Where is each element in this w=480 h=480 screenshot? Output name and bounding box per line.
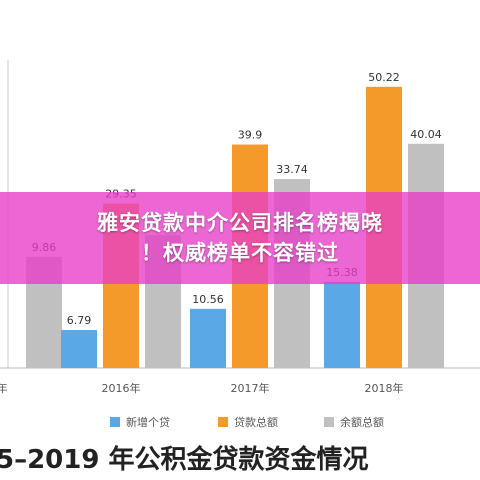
bar-0-2 (190, 308, 226, 368)
legend-label-2: 余额总额 (340, 415, 384, 429)
banner-title-line2: ！权威榜单不容错过 (141, 241, 339, 265)
bar-0-3 (324, 281, 360, 368)
value-label-1-2: 39.9 (238, 129, 263, 142)
bar-0-1 (61, 329, 97, 368)
value-label-2-3: 40.04 (410, 128, 442, 141)
legend-swatch-0 (110, 417, 120, 427)
x-tick-label-0: 年 (0, 381, 8, 395)
x-tick-label-3: 2018年 (365, 381, 404, 395)
value-label-0-1: 6.79 (67, 314, 92, 327)
legend-swatch-1 (218, 417, 228, 427)
value-label-1-3: 50.22 (368, 71, 400, 84)
x-tick-labels-group: 年 2016年 2017年 2018年 (0, 381, 404, 395)
legend-label-1: 贷款总额 (234, 415, 278, 429)
chart-caption: 5–2019 年公积金贷款资金情况 (0, 445, 369, 475)
legend-swatch-2 (324, 417, 334, 427)
legend: 新增个贷 贷款总额 余额总额 (110, 415, 384, 429)
value-label-0-2: 10.56 (192, 293, 224, 306)
legend-label-0: 新增个贷 (126, 415, 170, 429)
promo-banner[interactable]: 雅安贷款中介公司排名榜揭晓 ！权威榜单不容错过 (0, 192, 480, 284)
x-tick-label-1: 2016年 (102, 381, 141, 395)
value-label-2-2: 33.74 (276, 163, 308, 176)
banner-title-line1: 雅安贷款中介公司排名榜揭晓 (97, 211, 383, 235)
x-tick-label-2: 2017年 (231, 381, 270, 395)
